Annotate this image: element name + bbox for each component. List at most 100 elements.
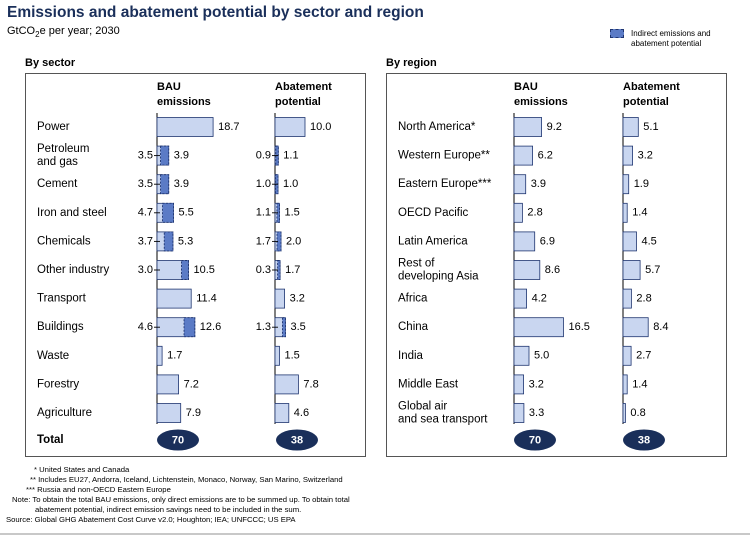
sector-bar-bau bbox=[156, 117, 214, 137]
sector-value-label: 1.5 bbox=[285, 350, 300, 362]
region-panel-heading: By region bbox=[386, 57, 437, 69]
region-panel bbox=[386, 73, 727, 457]
region-category-label: Middle East bbox=[398, 378, 459, 390]
region-bar-bau bbox=[513, 145, 534, 166]
sector-bar-abatement bbox=[274, 288, 286, 309]
region-bar-bau bbox=[513, 231, 536, 252]
region-value-label: 6.9 bbox=[540, 235, 555, 247]
region-value-label: 16.5 bbox=[569, 321, 590, 333]
region-value-label: 8.6 bbox=[545, 264, 560, 276]
region-value-label: 3.3 bbox=[529, 407, 544, 419]
sector-total-badge bbox=[276, 429, 318, 451]
region-value-label: 8.4 bbox=[653, 321, 668, 333]
region-bar-bau bbox=[513, 260, 541, 280]
sector-category-label: Other industry bbox=[37, 264, 109, 276]
region-value-label: 3.2 bbox=[638, 150, 653, 162]
legend-swatch-indirect bbox=[610, 29, 624, 38]
sector-category-label: Iron and steel bbox=[37, 207, 107, 219]
chart-subtitle: GtCO2e per year; 2030 bbox=[7, 25, 120, 40]
sector-value-label: 10.5 bbox=[194, 264, 215, 276]
region-value-label: 6.2 bbox=[538, 150, 553, 162]
region-value-label: 5.0 bbox=[534, 350, 549, 362]
region-category-label: Rest of bbox=[398, 258, 435, 270]
region-bar-bau bbox=[513, 288, 528, 309]
sector-bar-indirect bbox=[160, 174, 170, 195]
region-value-label: 5.1 bbox=[643, 121, 658, 133]
sector-indirect-value-label: 0.3 bbox=[256, 264, 271, 276]
sector-total-value: 70 bbox=[172, 434, 184, 446]
region-bar-abatement bbox=[622, 260, 641, 280]
footnote-1: * United States and Canada bbox=[34, 465, 130, 474]
sector-category-label: and gas bbox=[37, 156, 78, 168]
region-bau-header-line2: emissions bbox=[514, 96, 568, 108]
sector-bar-bau bbox=[156, 374, 180, 395]
region-category-label: OECD Pacific bbox=[398, 207, 469, 219]
sector-indirect-value-label: 1.3 bbox=[256, 321, 271, 333]
region-bar-bau bbox=[513, 117, 543, 137]
region-value-label: 4.2 bbox=[532, 293, 547, 305]
sector-value-label: 1.7 bbox=[167, 350, 182, 362]
sector-category-label: Transport bbox=[37, 293, 87, 305]
region-category-label: Eastern Europe*** bbox=[398, 178, 492, 190]
sector-bar-abatement bbox=[274, 345, 280, 366]
region-abatement-header-line1: Abatement bbox=[623, 81, 680, 93]
sector-bar-abatement bbox=[274, 403, 290, 423]
sector-value-label: 5.3 bbox=[178, 235, 193, 247]
sector-panel bbox=[25, 73, 366, 457]
region-category-label: Global air bbox=[398, 401, 447, 413]
region-bar-abatement bbox=[622, 288, 632, 309]
bottom-divider bbox=[0, 533, 750, 535]
sector-indirect-value-label: 1.7 bbox=[256, 235, 271, 247]
region-bar-abatement bbox=[622, 117, 639, 137]
region-abatement-header: Abatement potential bbox=[623, 80, 680, 110]
region-value-label: 0.8 bbox=[630, 407, 645, 419]
region-bar-bau bbox=[513, 317, 564, 338]
sector-value-label: 1.7 bbox=[285, 264, 300, 276]
region-category-label: China bbox=[398, 321, 429, 333]
region-bar-bau bbox=[513, 345, 530, 366]
sector-category-label: Cement bbox=[37, 178, 78, 190]
region-total-value: 70 bbox=[529, 434, 541, 446]
footnote-note: Note: To obtain the total BAU emissions,… bbox=[12, 495, 350, 504]
sector-bar-indirect bbox=[162, 202, 174, 223]
sector-category-label: Agriculture bbox=[37, 407, 92, 419]
sector-bar-bau bbox=[156, 288, 192, 309]
chart-title: Emissions and abatement potential by sec… bbox=[7, 4, 424, 21]
sector-abatement-header: Abatement potential bbox=[275, 80, 332, 110]
region-category-label: India bbox=[398, 350, 424, 362]
region-bau-header-line1: BAU bbox=[514, 81, 538, 93]
region-value-label: 9.2 bbox=[547, 121, 562, 133]
region-category-label: Africa bbox=[398, 293, 428, 305]
region-bar-abatement bbox=[622, 374, 628, 395]
region-abatement-header-line2: potential bbox=[623, 96, 669, 108]
sector-value-label: 3.5 bbox=[291, 321, 306, 333]
sector-indirect-value-label: 3.5 bbox=[138, 150, 153, 162]
sector-bar-abatement bbox=[274, 117, 306, 137]
region-value-label: 4.5 bbox=[642, 235, 657, 247]
sector-bau-header: BAU emissions bbox=[157, 80, 211, 110]
sector-category-label: Power bbox=[37, 121, 70, 133]
sector-bar-indirect bbox=[282, 317, 286, 338]
sector-value-label: 3.2 bbox=[290, 293, 305, 305]
region-value-label: 3.2 bbox=[529, 378, 544, 390]
region-category-label: developing Asia bbox=[398, 271, 479, 283]
region-value-label: 5.7 bbox=[645, 264, 660, 276]
region-bar-abatement bbox=[622, 317, 649, 338]
sector-value-label: 7.9 bbox=[186, 407, 201, 419]
sector-bar-indirect bbox=[183, 317, 196, 338]
region-bar-abatement bbox=[622, 145, 634, 166]
sector-bau-header-line1: BAU bbox=[157, 81, 181, 93]
sector-bar-bau bbox=[156, 403, 182, 423]
region-value-label: 2.8 bbox=[527, 207, 542, 219]
sector-indirect-value-label: 3.0 bbox=[138, 264, 153, 276]
sector-category-label: Waste bbox=[37, 350, 69, 362]
sector-total-badge bbox=[157, 429, 199, 451]
sector-total-value: 38 bbox=[291, 434, 303, 446]
sector-bar-abatement bbox=[274, 374, 299, 395]
sector-value-label: 3.9 bbox=[174, 178, 189, 190]
region-value-label: 2.8 bbox=[636, 293, 651, 305]
sector-bar-indirect bbox=[160, 145, 170, 166]
region-bar-bau bbox=[513, 403, 525, 423]
region-total-value: 38 bbox=[638, 434, 650, 446]
